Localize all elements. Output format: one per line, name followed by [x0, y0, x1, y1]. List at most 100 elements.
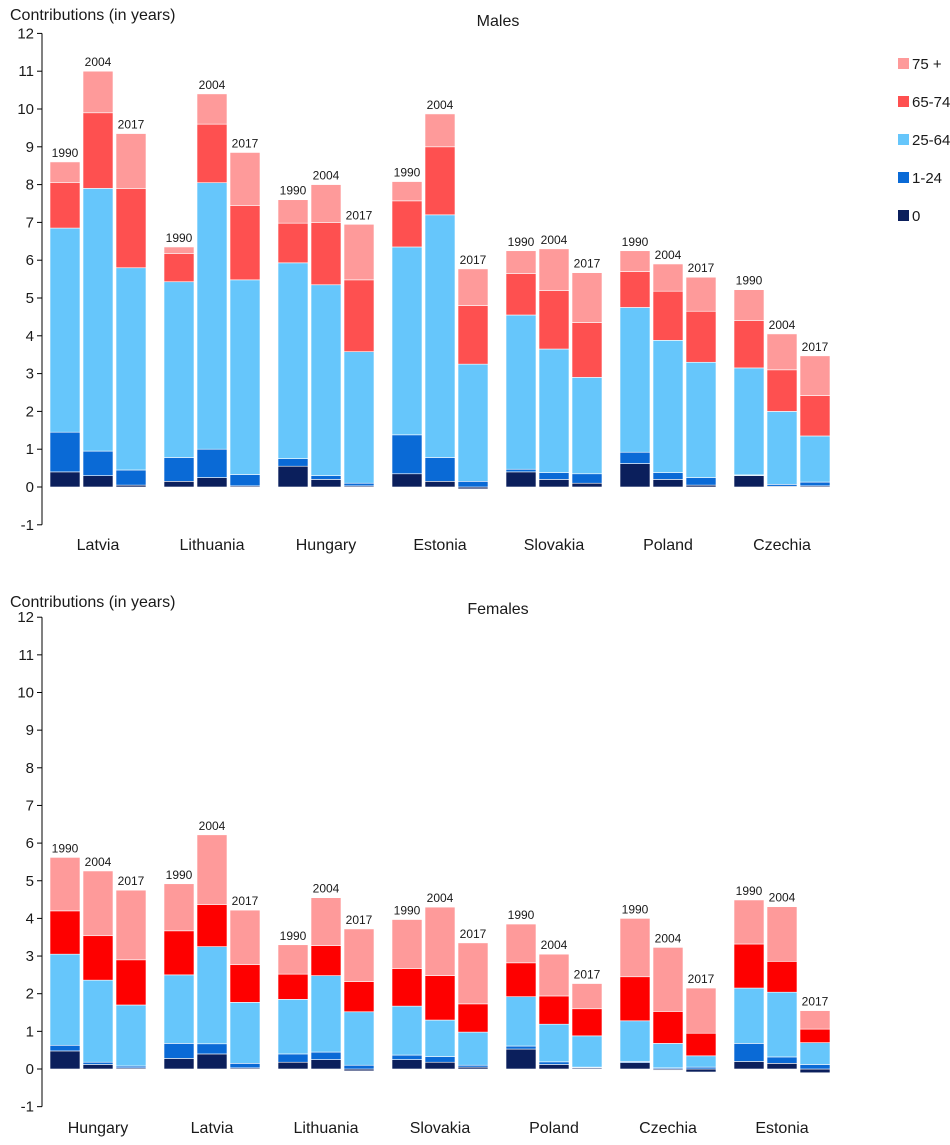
chart1-bar-poland-2017-age-75-plus: [685, 276, 717, 312]
chart2-year-label: 2017: [346, 913, 373, 927]
chart1-bar-lithuania-1990-age-65-74-males: [163, 253, 195, 283]
chart1-bar-czechia-2017-age-65-74-males: [799, 395, 831, 437]
chart1-bar-latvia-1990-age-1-24: [49, 431, 81, 473]
chart1-y-tick-label: 6: [26, 252, 34, 269]
chart1-y-tick-label: 7: [26, 214, 34, 231]
chart2-bar-lithuania-1990-age-1-24: [277, 1053, 309, 1063]
chart2-bar-estonia-2017-age-0: [799, 1068, 831, 1074]
chart2-year-label: 2017: [460, 927, 487, 941]
chart2-bar-hungary-2004-age-25-64: [82, 979, 114, 1063]
chart1-year-label: 2017: [574, 257, 601, 271]
chart2-year-label: 2004: [655, 931, 682, 945]
chart2-bar-hungary-1990-age-65-74-females: [49, 910, 81, 955]
chart2-bar-estonia-2017-age-75-plus: [799, 1010, 831, 1030]
chart1-bar-poland-2004-age-25-64: [652, 340, 684, 473]
chart2-bar-latvia-1990-age-1-24: [163, 1043, 195, 1059]
chart1-bar-czechia-2004-age-75-plus: [766, 333, 798, 371]
chart1-bar-lithuania-2004-age-25-64: [196, 182, 228, 450]
chart2-bar-hungary-1990-age-1-24: [49, 1044, 81, 1052]
chart2-bar-czechia-1990-age-25-64: [619, 1020, 651, 1062]
chart1-bar-latvia-2017-age-25-64: [115, 267, 147, 471]
chart2-y-tick-label: 12: [17, 609, 34, 626]
chart1-bar-estonia-2004-age-0: [424, 481, 456, 488]
chart2-year-label: 2004: [313, 882, 340, 896]
chart2-y-tick-label: 1: [26, 1023, 34, 1040]
chart2-year-label: 2004: [541, 938, 568, 952]
chart2-bar-hungary-1990-age-75-plus: [49, 857, 81, 912]
chart2-bar-estonia-2004-age-1-24: [766, 1056, 798, 1064]
chart2-year-label: 1990: [622, 902, 649, 916]
chart2-bar-czechia-2017-age-65-74-females: [685, 1032, 717, 1057]
chart2-year-label: 1990: [394, 904, 421, 918]
chart1-bar-slovakia-2017-age-1-24: [571, 473, 603, 484]
chart1-y-tick-label: 11: [18, 63, 34, 80]
chart2-bar-poland-2004-age-1-24: [538, 1061, 570, 1065]
chart2-bar-hungary-2004-age-0: [82, 1064, 114, 1070]
chart2-year-label: 2004: [769, 891, 796, 905]
chart2-y-tick-label: 2: [26, 986, 34, 1003]
chart1-bar-latvia-2017-age-75-plus: [115, 133, 147, 189]
chart1-bar-slovakia-2017-age-65-74-males: [571, 322, 603, 378]
chart2-bar-estonia-1990-age-25-64: [733, 987, 765, 1044]
chart2-bar-lithuania-1990-age-0: [277, 1061, 309, 1070]
chart2-year-label: 2017: [118, 874, 145, 888]
chart1-year-label: 1990: [622, 235, 649, 249]
chart2-bar-slovakia-1990-age-1-24: [391, 1054, 423, 1060]
chart1-bar-slovakia-2017-age-25-64: [571, 377, 603, 475]
chart1-bar-estonia-2017-age-75-plus: [457, 268, 489, 306]
chart1-year-label: 2017: [460, 253, 487, 267]
chart1-bar-hungary-1990-age-25-64: [277, 262, 309, 459]
chart1-bar-hungary-2017-age-65-74-males: [343, 279, 375, 352]
chart1-legend-label: 65-74: [912, 94, 950, 111]
chart2-year-label: 2017: [232, 894, 259, 908]
chart1-bar-estonia-1990-age-1-24: [391, 434, 423, 475]
chart1-year-label: 1990: [166, 231, 193, 245]
chart2-bar-lithuania-2017-age-65-74-females: [343, 981, 375, 1013]
chart2-category-label: Czechia: [639, 1120, 697, 1137]
chart1-year-label: 1990: [736, 274, 763, 288]
chart2-bar-poland-2004-age-65-74-females: [538, 995, 570, 1025]
chart1-bar-lithuania-2004-age-65-74-males: [196, 123, 228, 184]
chart1-bar-czechia-1990-age-75-plus: [733, 289, 765, 321]
chart2-bar-czechia-1990-age-65-74-females: [619, 976, 651, 1022]
chart2-category-label: Hungary: [68, 1120, 128, 1137]
chart1-bar-latvia-2004-age-0: [82, 475, 114, 488]
chart1-bar-czechia-1990-age-25-64: [733, 367, 765, 476]
chart2-bar-estonia-2004-age-75-plus: [766, 906, 798, 962]
chart2-bar-slovakia-2004-age-0: [424, 1061, 456, 1070]
chart1-bar-slovakia-1990-age-65-74-males: [505, 273, 537, 316]
chart2-bar-estonia-2017-age-65-74-females: [799, 1028, 831, 1043]
chart2-category-label: Latvia: [191, 1120, 234, 1137]
chart1-year-label: 2017: [346, 208, 373, 222]
chart1-bar-poland-2004-age-65-74-males: [652, 290, 684, 341]
chart1-y-tick-label: 5: [26, 290, 34, 307]
chart2-bar-estonia-2017-age-25-64: [799, 1042, 831, 1065]
chart2-bar-czechia-2017-age-25-64: [685, 1055, 717, 1068]
chart2-bar-latvia-2017-age-75-plus: [229, 909, 261, 966]
chart2-bar-latvia-2017-age-65-74-females: [229, 964, 261, 1003]
chart1-y-tick-label: 1: [26, 441, 34, 458]
chart1-bar-lithuania-2017-age-75-plus: [229, 152, 261, 206]
chart2-bar-lithuania-2004-age-25-64: [310, 975, 342, 1053]
chart1-title: Males: [477, 13, 520, 30]
chart2-bar-czechia-1990-age-75-plus: [619, 918, 651, 978]
chart2-year-label: 2004: [427, 891, 454, 905]
chart1-bar-poland-1990-age-1-24: [619, 451, 651, 464]
chart1-bar-lithuania-2004-age-1-24: [196, 448, 228, 478]
chart1-category-label: Hungary: [296, 537, 356, 554]
chart1-bar-estonia-2004-age-25-64: [424, 214, 456, 458]
chart1-bar-lithuania-1990-age-0: [163, 481, 195, 488]
chart2-bar-latvia-1990-age-65-74-females: [163, 930, 195, 976]
chart1-y-tick-label: 12: [17, 25, 34, 42]
chart2-y-tick-label: 8: [26, 760, 34, 777]
chart1-bar-estonia-2017-age-65-74-males: [457, 305, 489, 365]
chart1-y-tick-label: 4: [26, 328, 34, 345]
chart2-bar-hungary-2017-age-65-74-females: [115, 959, 147, 1006]
chart1-bar-lithuania-1990-age-1-24: [163, 457, 195, 482]
chart2-bar-estonia-2004-age-25-64: [766, 991, 798, 1058]
chart1-bar-slovakia-2004-age-1-24: [538, 472, 570, 480]
chart1-year-label: 1990: [52, 146, 79, 160]
chart2-bar-slovakia-1990-age-0: [391, 1059, 423, 1070]
chart2-bar-lithuania-2004-age-0: [310, 1059, 342, 1070]
chart1-bar-latvia-2004-age-25-64: [82, 188, 114, 452]
